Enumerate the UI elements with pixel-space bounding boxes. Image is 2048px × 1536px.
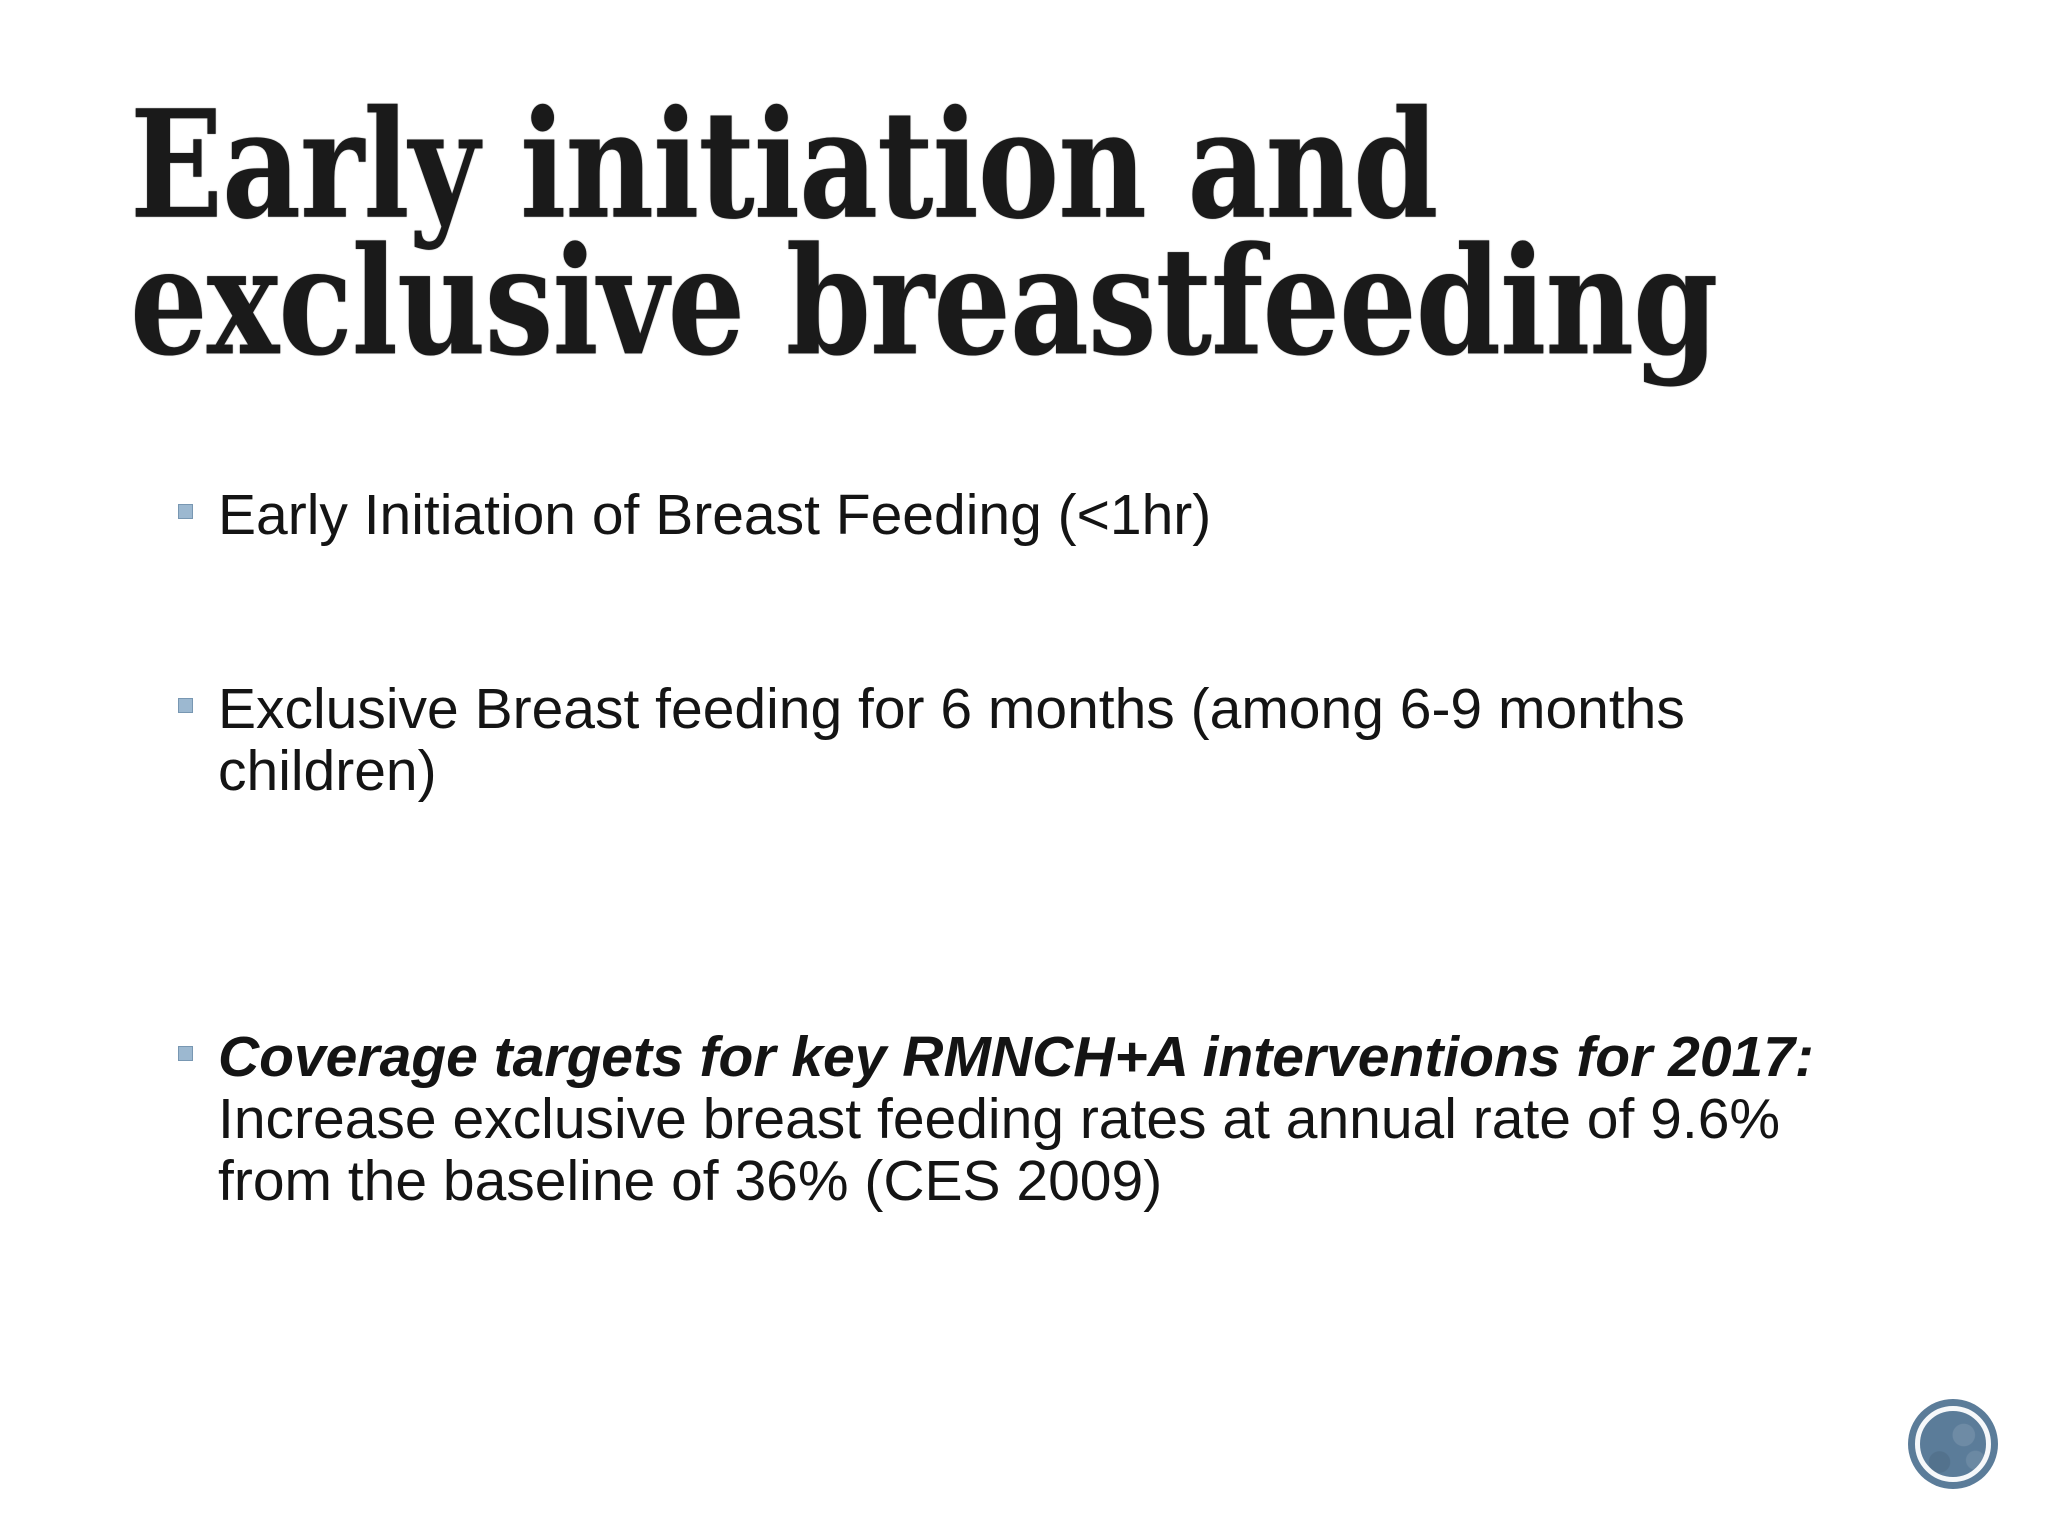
slide-number-badge [1908,1399,1998,1489]
bullet-text: Early Initiation of Breast Feeding (<1hr… [218,484,1878,546]
bullet-line: children) [218,739,437,803]
bullet-square-icon [178,1046,193,1061]
bullet-line: Increase exclusive breast feeding rates … [218,1087,1781,1151]
bullet-line: from the baseline of 36% (CES 2009) [218,1149,1163,1213]
bullet-coverage-targets: Coverage targets for key RMNCH+A interve… [178,1026,1878,1212]
bullet-text: Exclusive Breast feeding for 6 months (a… [218,678,1878,802]
bullet-early-initiation: Early Initiation of Breast Feeding (<1hr… [178,484,1878,546]
bullet-square-icon [178,504,193,519]
slide-title: Early initiation and exclusive breastfee… [130,76,1718,390]
badge-ring-icon [1915,1406,1991,1482]
bullet-square-icon [178,698,193,713]
bullet-exclusive-breastfeeding: Exclusive Breast feeding for 6 months (a… [178,678,1878,802]
bullet-lead-emphasis: Coverage targets for key RMNCH+A interve… [218,1025,1814,1089]
bullet-text: Coverage targets for key RMNCH+A interve… [218,1026,1878,1212]
bullet-line: Early Initiation of Breast Feeding (<1hr… [218,483,1212,547]
slide-title-line-1: Early initiation and [130,76,1438,253]
slide-title-line-2: exclusive breastfeeding [130,213,1718,390]
bullet-line: Exclusive Breast feeding for 6 months (a… [218,677,1685,741]
